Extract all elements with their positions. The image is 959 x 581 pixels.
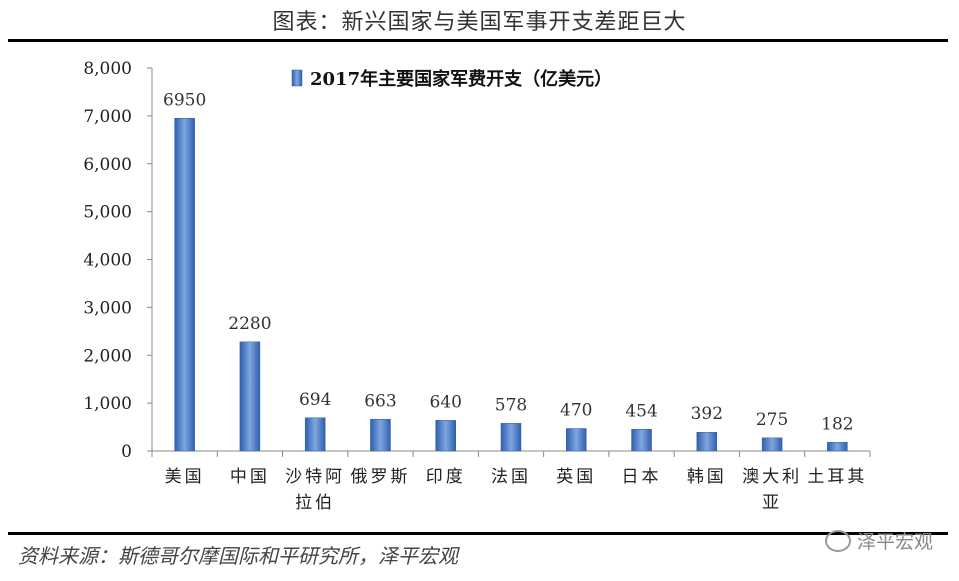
bar <box>370 419 391 452</box>
bar <box>827 442 848 452</box>
y-tick-label: 5,000 <box>83 203 132 223</box>
x-category-label: 美国 <box>165 467 205 487</box>
bar <box>500 423 522 452</box>
data-label: 6950 <box>163 90 206 110</box>
x-category-label: 俄罗斯 <box>350 467 410 487</box>
bar <box>631 429 652 452</box>
bar <box>696 431 718 452</box>
x-category-label: 拉伯 <box>295 493 335 513</box>
top-rule <box>8 39 948 42</box>
bar <box>435 420 456 452</box>
x-category-label: 韩国 <box>687 467 727 487</box>
x-category-label: 中国 <box>230 467 270 487</box>
bottom-rule <box>8 532 948 535</box>
y-tick-label: 1,000 <box>83 394 132 414</box>
legend-swatch <box>291 69 303 87</box>
chart-legend: 2017年主要国家军费开支（亿美元） <box>291 68 612 90</box>
data-label: 454 <box>625 401 657 421</box>
y-tick-label: 3,000 <box>83 298 132 318</box>
watermark-text: 泽平宏观 <box>856 531 933 553</box>
bar <box>566 428 587 452</box>
data-label: 470 <box>560 400 592 420</box>
bar <box>239 341 261 452</box>
bar <box>761 437 783 452</box>
figure-title: 图表：新兴国家与美国军事开支差距巨大 <box>272 10 687 35</box>
x-category-label: 日本 <box>622 467 662 487</box>
data-label: 640 <box>430 392 462 412</box>
x-category-label: 印度 <box>426 467 466 487</box>
data-label: 663 <box>364 391 396 411</box>
data-label: 182 <box>821 414 853 434</box>
y-tick-label: 7,000 <box>83 107 132 127</box>
x-category-label: 沙特阿 <box>285 467 345 487</box>
x-category-label: 土耳其 <box>807 467 867 487</box>
x-category-label: 英国 <box>556 467 596 487</box>
data-label: 578 <box>495 395 527 415</box>
y-tick-label: 4,000 <box>83 251 132 271</box>
data-label: 275 <box>756 410 788 430</box>
chart-bars: 6950 2280 694 663 640 578 470 454 392 275 182 <box>163 90 854 452</box>
data-label: 2280 <box>228 314 271 334</box>
y-tick-label: 0 <box>121 442 132 462</box>
data-label: 694 <box>299 390 331 410</box>
bar <box>304 417 326 452</box>
chart-axes: 0 1,000 2,000 3,000 4,000 5,000 6,000 7,000 8,00… <box>83 59 871 513</box>
y-tick-label: 6,000 <box>83 155 132 175</box>
source-note: 资料来源：斯德哥尔摩国际和平研究所，泽平宏观 <box>18 544 458 568</box>
bar <box>174 118 195 452</box>
data-label: 392 <box>691 404 723 424</box>
legend-label: 2017年主要国家军费开支（亿美元） <box>310 68 612 90</box>
x-category-label: 澳大利 <box>742 467 802 487</box>
watermark: 泽平宏观 <box>824 527 933 554</box>
x-category-label: 法国 <box>491 467 531 487</box>
x-category-label: 亚 <box>762 493 782 513</box>
y-tick-label: 8,000 <box>83 59 132 79</box>
bar-chart: 0 1,000 2,000 3,000 4,000 5,000 6,000 7,000 8,00… <box>83 59 871 513</box>
wechat-icon <box>824 529 851 552</box>
y-tick-label: 2,000 <box>83 346 132 366</box>
